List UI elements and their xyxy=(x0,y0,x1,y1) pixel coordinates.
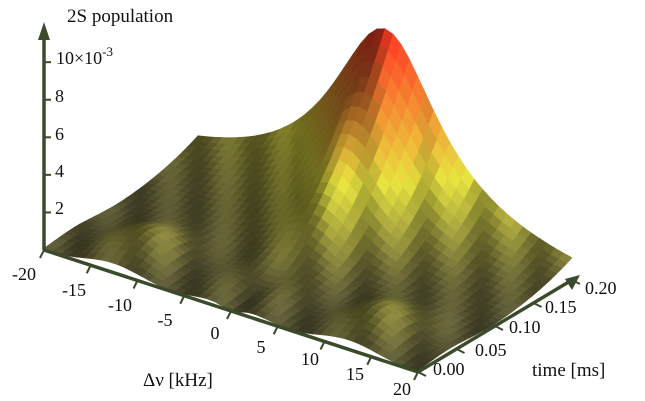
z-tick-label: 6 xyxy=(55,124,64,144)
y-tick xyxy=(533,302,542,308)
x-tick xyxy=(226,310,232,320)
y-tick-label: 0.15 xyxy=(545,297,577,317)
z-axis-title: 2S population xyxy=(67,6,174,27)
x-tick xyxy=(179,295,186,305)
x-tick xyxy=(39,249,45,259)
x-tick xyxy=(85,264,92,274)
x-tick xyxy=(132,280,139,289)
y-tick-label: 0.10 xyxy=(509,317,541,337)
x-tick xyxy=(366,356,373,366)
y-tick-label: 0.05 xyxy=(475,340,507,360)
x-tick xyxy=(413,371,419,381)
y-tick xyxy=(456,348,465,354)
x-tick xyxy=(272,325,279,335)
x-tick-label: -15 xyxy=(62,280,86,300)
y-tick-label: 0.20 xyxy=(585,278,617,298)
population-surface xyxy=(43,28,573,371)
z-scale-label: 10×10-3 xyxy=(56,44,113,68)
y-axis-arrow xyxy=(565,275,580,290)
z-tick-labels: 2 4 6 8 xyxy=(55,86,64,218)
y-tick xyxy=(571,279,581,285)
y-tick-labels: 0.00 0.05 0.10 0.15 0.20 xyxy=(433,278,617,379)
y-tick xyxy=(494,325,504,331)
x-tick-label: 0 xyxy=(211,323,220,343)
z-tick-label: 8 xyxy=(55,86,64,106)
x-tick-label: 5 xyxy=(257,337,266,357)
x-tick-labels: -20 -15 -10 -5 0 5 10 15 20 xyxy=(12,264,411,399)
x-tick-label: 20 xyxy=(393,379,411,399)
y-axis-title: time [ms] xyxy=(532,360,605,381)
z-axis-arrow xyxy=(38,22,50,40)
x-tick-label: -20 xyxy=(12,264,36,284)
x-tick-label: 10 xyxy=(301,349,319,369)
x-axis-title: Δν [kHz] xyxy=(143,370,213,391)
axis-ticks xyxy=(39,61,581,381)
z-tick-label: 2 xyxy=(55,198,64,218)
x-tick-label: 15 xyxy=(346,364,364,384)
y-tick-label: 0.00 xyxy=(433,359,465,379)
x-tick xyxy=(319,341,326,350)
x-tick-label: -5 xyxy=(158,310,173,330)
y-tick xyxy=(417,371,427,377)
x-tick-label: -10 xyxy=(108,295,132,315)
z-tick-label: 4 xyxy=(55,161,64,181)
